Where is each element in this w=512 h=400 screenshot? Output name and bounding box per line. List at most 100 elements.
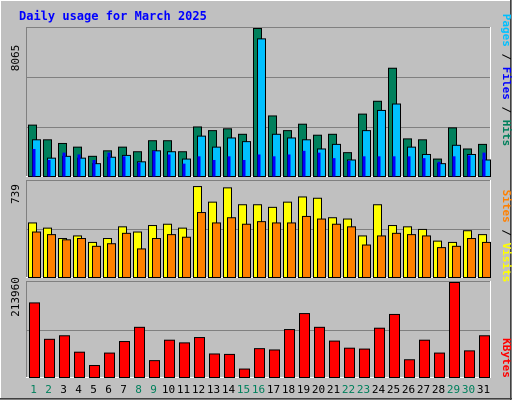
kbytes-bar	[59, 335, 70, 378]
kbytes-bar	[164, 339, 175, 378]
sites-bar	[62, 239, 71, 278]
kbytes-bar	[239, 368, 250, 378]
x-tick-label: 12	[192, 383, 205, 396]
sites-bar	[212, 222, 221, 279]
kbytes-bar	[224, 353, 235, 378]
sites-bar	[197, 212, 206, 278]
legend-kbytes: KBytes	[500, 338, 512, 378]
kbytes-bar	[299, 313, 310, 378]
kbytes-bar	[29, 302, 40, 378]
pages-bar	[452, 156, 456, 177]
x-tick-label: 9	[150, 383, 157, 396]
pages-bar	[107, 152, 111, 177]
x-tick-label: 15	[237, 383, 250, 396]
kbytes-bar	[209, 353, 220, 378]
x-tick-label: 13	[207, 383, 220, 396]
pages-bar	[377, 156, 381, 177]
top-ymax-label: 8065	[9, 45, 22, 72]
sites-bar	[242, 223, 251, 278]
x-tick-label: 27	[417, 383, 430, 396]
pages-bar	[92, 159, 96, 177]
pages-bar	[437, 161, 441, 177]
pages-bar	[182, 163, 186, 177]
pages-bar	[362, 156, 366, 177]
kbytes-bar	[134, 326, 145, 378]
sites-bar	[437, 247, 446, 278]
sites-bar	[347, 226, 356, 279]
pages-bar	[467, 155, 471, 177]
sites-bar	[152, 238, 161, 278]
kbytes-bar	[434, 352, 445, 379]
x-tick-label: 26	[402, 383, 415, 396]
kbytes-bar	[359, 348, 370, 378]
pages-bar	[167, 154, 171, 177]
kbytes-bar	[329, 340, 340, 379]
pages-bar	[77, 154, 81, 177]
x-tick-label: 2	[45, 383, 52, 396]
kbytes-bar	[419, 339, 430, 378]
kbytes-bar	[284, 329, 295, 379]
sites-bar	[122, 232, 131, 278]
kbytes-bar	[89, 365, 100, 379]
sites-bar	[92, 245, 101, 279]
kbytes-bar	[344, 347, 355, 379]
sites-bar	[392, 232, 401, 278]
pages-bar	[62, 152, 66, 177]
files-bar	[257, 38, 266, 178]
x-tick-label: 30	[462, 383, 475, 396]
x-tick-label: 18	[282, 383, 295, 396]
x-tick-label: 20	[312, 383, 325, 396]
kbytes-bar	[404, 359, 415, 379]
kbytes-bar	[179, 342, 190, 379]
x-tick-label: 28	[432, 383, 445, 396]
kbytes-bar	[464, 350, 475, 378]
sites-bar	[317, 218, 326, 278]
kbytes-bar	[314, 326, 325, 378]
legend-sep-3: /	[500, 223, 512, 243]
pages-bar	[272, 156, 276, 177]
sites-bar	[47, 234, 56, 278]
legend-sep-1: /	[500, 47, 512, 67]
kbytes-bar	[389, 313, 400, 379]
visits-sites-panel	[26, 180, 491, 279]
sites-bar	[452, 245, 461, 279]
x-tick-label: 31	[477, 383, 490, 396]
pages-bar	[287, 154, 291, 177]
bot-legend: KBytes	[500, 338, 512, 378]
kbytes-panel	[26, 281, 491, 379]
sites-bar	[467, 238, 476, 278]
x-tick-label: 8	[135, 383, 142, 396]
pages-bar	[422, 158, 426, 177]
x-tick-label: 17	[267, 383, 280, 396]
pages-bar	[122, 156, 126, 177]
kbytes-bar	[194, 337, 205, 378]
kbytes-bar	[119, 341, 130, 379]
files-bar	[362, 130, 371, 178]
pages-bar	[47, 159, 51, 177]
sites-bar	[107, 243, 116, 278]
x-tick-label: 7	[120, 383, 127, 396]
sites-bar	[362, 244, 371, 278]
files-bar	[392, 103, 401, 177]
pages-bar	[332, 158, 336, 177]
mid-ymax-label: 739	[9, 184, 22, 204]
x-tick-label: 29	[447, 383, 460, 396]
x-tick-label: 19	[297, 383, 310, 396]
x-tick-label: 24	[372, 383, 386, 396]
legend-sep-2: /	[500, 100, 512, 120]
kbytes-bar	[449, 282, 460, 378]
kbytes-bar	[374, 327, 385, 378]
x-tick-label: 5	[90, 383, 97, 396]
sites-bar	[257, 221, 266, 278]
sites-bar	[422, 235, 431, 278]
top-legend: Pages / Files / Hits	[500, 14, 512, 147]
sites-bar	[482, 241, 491, 278]
x-tick-label: 22	[342, 383, 355, 396]
pages-bar	[137, 162, 141, 177]
pages-bar	[407, 156, 411, 177]
pages-bar	[347, 160, 351, 177]
files-bar	[242, 141, 251, 177]
x-tick-label: 14	[222, 383, 236, 396]
sites-bar	[287, 222, 296, 279]
